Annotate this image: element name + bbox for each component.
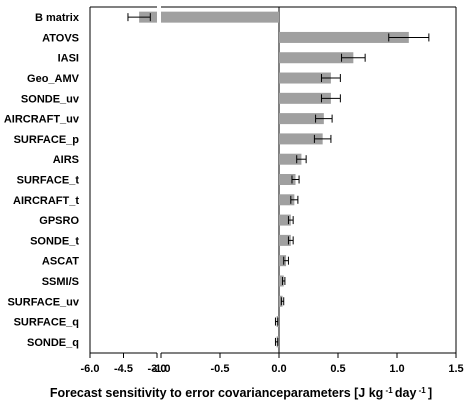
- category-label-aircraft-uv: AIRCRAFT_uv: [4, 114, 80, 126]
- category-label-b-matrix: B matrix: [35, 12, 80, 24]
- bar-row-sonde-uv: [279, 92, 341, 104]
- bar-row-surface-uv: [279, 295, 285, 307]
- category-label-sonde-uv: SONDE_uv: [21, 93, 80, 105]
- x-axis-label: Forecast sensitivity to error covariance…: [50, 386, 432, 401]
- bar-aircraft-t: [279, 194, 295, 206]
- x-tick-label-1-5: 1.5: [448, 363, 463, 375]
- bar-row-airs: [279, 153, 307, 165]
- bar-row-surface-t: [279, 174, 300, 185]
- category-label-surface-p: SURFACE_p: [14, 134, 80, 146]
- category-label-airs: AIRS: [53, 154, 79, 166]
- category-label-surface-q: SURFACE_q: [14, 317, 79, 329]
- bar-row-surface-p: [279, 133, 332, 145]
- bar-row-ssmi-s: [279, 275, 286, 287]
- category-label-sonde-t: SONDE_t: [30, 235, 79, 247]
- x-tick-label-neg-0-5: -0.5: [211, 363, 230, 375]
- bar-ssmi-s: [279, 275, 284, 287]
- x-ticks: -6.0 -4.5 -3.0-1.0 -0.5 0.0 0.5 1.0 1.5: [81, 353, 464, 375]
- x-tick-label-neg-1-0: -1.0: [152, 363, 171, 375]
- category-label-sonde-q: SONDE_q: [27, 337, 79, 349]
- category-label-atovs: ATOVS: [42, 32, 79, 44]
- x-tick-label-neg-3-0: -3.0: [148, 363, 167, 375]
- bar-row-geo-amv: [279, 72, 341, 84]
- bar-surface-uv: [279, 295, 283, 307]
- x-axis-label-part-2: day: [395, 386, 417, 400]
- category-label-geo-amv: Geo_AMV: [27, 73, 80, 85]
- bar-iasi: [279, 52, 354, 64]
- bar-row-sonde-q: [274, 336, 279, 348]
- bar-airs: [279, 153, 302, 165]
- x-tick-label-neg-6-0: -6.0: [81, 363, 100, 375]
- bar-row-iasi: [279, 52, 366, 64]
- category-labels: B matrix ATOVS IASI Geo_AMV SONDE_uv AIRCRAFT…: [4, 12, 80, 349]
- category-label-aircraft-t: AIRCRAFT_t: [13, 195, 79, 207]
- bar-row-aircraft-t: [279, 194, 299, 206]
- bar-surface-p: [279, 133, 323, 145]
- x-tick-label-neg-4-5: -4.5: [114, 363, 133, 375]
- x-axis-label-part-1: -1: [383, 386, 395, 395]
- bar-row-aircraft-uv: [279, 113, 333, 125]
- category-label-iasi: IASI: [58, 53, 79, 65]
- x-axis-label-part-0: Forecast sensitivity to error covariance…: [50, 386, 383, 400]
- bar-row-atovs: [279, 31, 430, 43]
- x-axis-label-part-3: -1: [416, 386, 428, 395]
- bar-b-matrix: [161, 11, 279, 23]
- category-label-ssmi-s: SSMI/S: [42, 276, 79, 288]
- bar-row-ascat: [279, 255, 289, 267]
- category-label-gpsro: GPSRO: [39, 215, 79, 227]
- bar-atovs: [279, 31, 409, 43]
- category-label-surface-uv: SURFACE_uv: [7, 296, 79, 308]
- bar-ascat: [279, 255, 287, 267]
- bars-group: [127, 11, 430, 348]
- bar-row-gpsro: [279, 214, 294, 226]
- bar-surface-t: [279, 174, 296, 185]
- x-tick-label-0-5: 0.5: [330, 363, 345, 375]
- x-tick-label-0-0: 0.0: [271, 363, 286, 375]
- bar-gpsro: [279, 214, 291, 226]
- bar-sonde-uv: [279, 92, 331, 104]
- x-axis-label-part-4: ]: [428, 386, 432, 400]
- bar-row-surface-q: [274, 316, 279, 328]
- bar-sonde-t: [279, 234, 291, 246]
- bar-aircraft-uv: [279, 113, 324, 125]
- bar-row-sonde-t: [279, 234, 294, 246]
- category-label-surface-t: SURFACE_t: [17, 175, 80, 187]
- bar-geo-amv: [279, 72, 331, 84]
- category-label-ascat: ASCAT: [42, 256, 79, 268]
- plot-frame: [89, 6, 457, 354]
- x-tick-label-1-0: 1.0: [389, 363, 404, 375]
- bar-row-b-matrix: [127, 11, 279, 23]
